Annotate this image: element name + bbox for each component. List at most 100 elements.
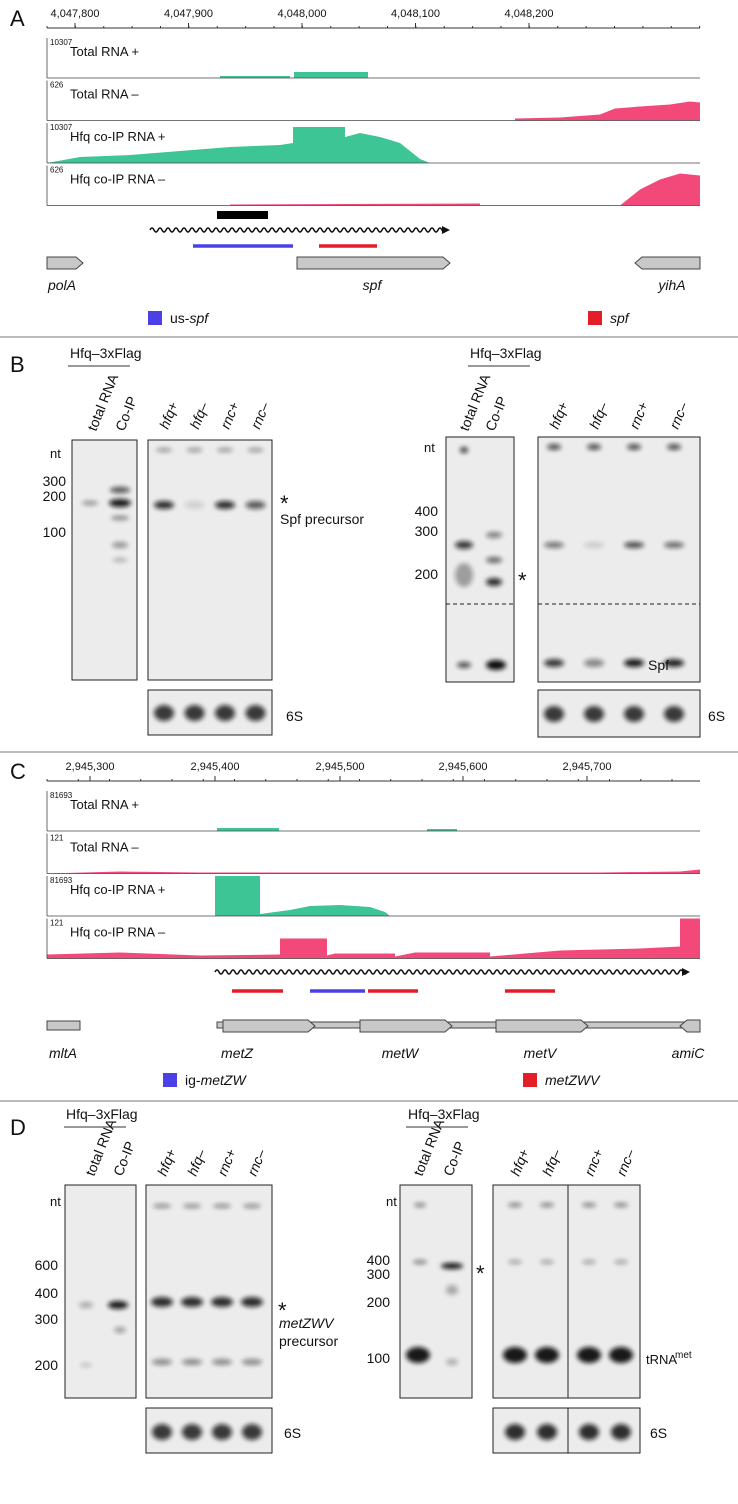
track-scale: 626 <box>50 81 64 90</box>
band <box>667 444 681 450</box>
coordinate-label: 4,047,800 <box>51 8 100 20</box>
track-scale: 10307 <box>50 38 73 47</box>
band <box>535 1347 559 1363</box>
size-label: 300 <box>367 1266 391 1282</box>
lane-label: rnc+ <box>626 400 651 432</box>
gene <box>46 256 84 270</box>
band <box>154 705 174 721</box>
band <box>82 501 98 505</box>
coverage <box>515 101 700 121</box>
construct-label: Hfq–3xFlag <box>408 1106 480 1122</box>
legend-gene: spf <box>189 310 210 326</box>
band <box>186 448 203 452</box>
band <box>413 1260 427 1264</box>
band <box>182 1359 202 1365</box>
band <box>151 1297 173 1307</box>
band <box>212 1359 232 1365</box>
band <box>215 501 235 509</box>
band <box>627 444 641 450</box>
track-scale: 81693 <box>50 791 73 800</box>
band <box>215 705 235 721</box>
coverage <box>217 828 457 831</box>
band <box>582 1260 596 1264</box>
size-label: 600 <box>35 1257 59 1273</box>
northern-blot <box>492 1184 641 1399</box>
band <box>457 662 471 668</box>
band <box>112 542 128 548</box>
gene <box>634 256 701 270</box>
legend-gene: spf <box>610 310 631 326</box>
band <box>446 1359 458 1365</box>
band <box>79 1302 93 1308</box>
star: * <box>518 568 527 593</box>
legend-label: ig-metZW <box>185 1072 247 1088</box>
band <box>111 516 129 520</box>
lane-label: hfq– <box>184 1147 209 1178</box>
coordinate-label: 2,945,500 <box>316 761 365 773</box>
band <box>544 706 564 722</box>
band <box>152 1424 172 1440</box>
band <box>579 1424 599 1440</box>
gene-label: yihA <box>657 277 685 293</box>
northern-blot <box>445 436 515 683</box>
lane-label: hfq+ <box>546 400 571 432</box>
northern-blot <box>145 1184 273 1399</box>
lane-label: hfq+ <box>507 1147 532 1179</box>
band <box>241 1297 263 1307</box>
band <box>584 659 604 667</box>
band <box>80 1363 92 1367</box>
band <box>508 1260 522 1264</box>
band <box>584 542 604 548</box>
track-label: Total RNA + <box>70 44 139 59</box>
coordinate-label: 2,945,600 <box>439 761 488 773</box>
gene <box>296 256 451 270</box>
band <box>609 1347 633 1363</box>
transcript <box>214 969 688 975</box>
construct-label: Hfq–3xFlag <box>70 345 142 361</box>
band <box>460 447 468 453</box>
lane-label: hfq– <box>586 400 611 431</box>
band <box>664 659 684 667</box>
gene <box>222 1019 316 1033</box>
band <box>486 660 506 670</box>
track-scale: 121 <box>50 919 64 928</box>
lane-label: Co-IP <box>482 394 510 433</box>
band <box>624 659 644 667</box>
northern-blot <box>399 1184 473 1399</box>
legend-label: metZWV <box>545 1072 601 1088</box>
transcript-arrow <box>442 226 450 234</box>
band <box>211 1297 233 1307</box>
band-label-sup: met <box>675 1350 692 1361</box>
size-label: 400 <box>35 1285 59 1301</box>
band <box>455 563 473 587</box>
gene-label: metV <box>524 1045 558 1061</box>
band <box>505 1424 525 1440</box>
size-label: 300 <box>415 523 439 539</box>
legend-label: us-spf <box>170 310 210 326</box>
band <box>584 706 604 722</box>
size-label: 300 <box>43 473 67 489</box>
band <box>243 1204 261 1208</box>
band <box>614 1260 628 1264</box>
band <box>664 542 684 548</box>
lane-label: Co-IP <box>110 1139 138 1178</box>
lane-label: hfq– <box>539 1147 564 1178</box>
band <box>245 501 266 509</box>
panel-label: D <box>10 1115 26 1140</box>
loading-label: 6S <box>650 1425 667 1441</box>
band <box>544 542 564 548</box>
band <box>446 1285 458 1295</box>
coordinate-label: 4,048,000 <box>278 8 327 20</box>
size-label: 200 <box>43 488 67 504</box>
track-label: Hfq co-IP RNA – <box>70 925 166 940</box>
band-label: Spf <box>648 657 669 673</box>
band <box>113 558 127 562</box>
legend-prefix: us- <box>170 310 190 326</box>
nt-label: nt <box>50 446 61 461</box>
track-label: Hfq co-IP RNA + <box>70 129 166 144</box>
lane-label: rnc– <box>666 400 691 431</box>
construct-label: Hfq–3xFlag <box>66 1106 138 1122</box>
track-scale: 626 <box>50 166 64 175</box>
band-label: precursor <box>279 1333 338 1349</box>
